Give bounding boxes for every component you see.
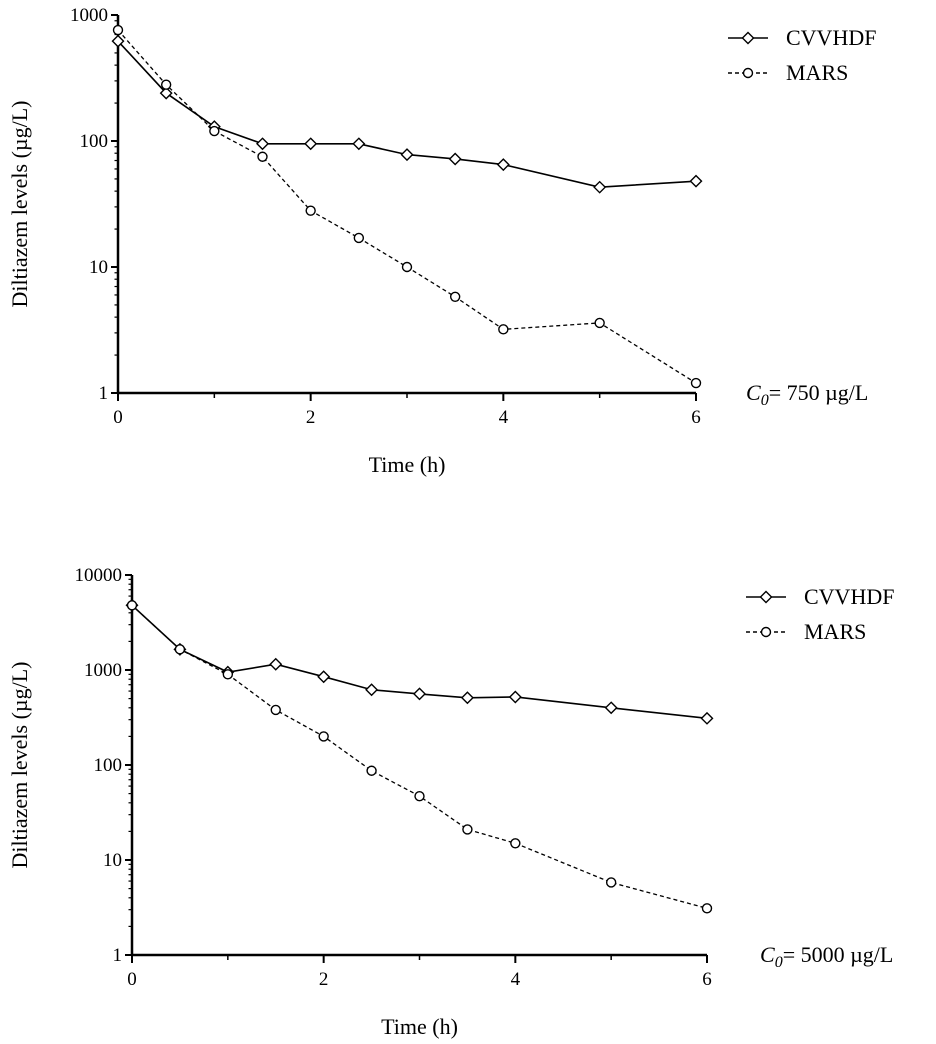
data-point-mars bbox=[366, 765, 377, 776]
data-point-cvvhdf bbox=[593, 180, 607, 194]
data-point-cvvhdf bbox=[269, 657, 283, 671]
data-point-cvvhdf bbox=[689, 174, 703, 188]
concentration-subscript: 0 bbox=[775, 954, 783, 971]
concentration-symbol: C bbox=[760, 942, 775, 967]
data-point-cvvhdf bbox=[448, 152, 462, 166]
data-point-cvvhdf bbox=[413, 687, 426, 701]
data-point-mars bbox=[594, 317, 605, 329]
x-tick-label: 2 bbox=[319, 969, 329, 990]
series-line-mars bbox=[131, 604, 708, 909]
data-point-mars bbox=[160, 79, 172, 90]
data-point-cvvhdf bbox=[496, 158, 510, 172]
x-tick-label: 4 bbox=[499, 407, 509, 428]
concentration-symbol: C bbox=[746, 380, 761, 405]
y-tick-label: 100 bbox=[94, 755, 123, 776]
legend-marker-mars bbox=[742, 67, 754, 79]
x-tick-label: 0 bbox=[127, 969, 137, 990]
y-axis-title: Diltiazem levels (µg/L) bbox=[7, 662, 32, 869]
x-tick-label: 6 bbox=[691, 407, 701, 428]
y-tick-label: 10000 bbox=[75, 565, 123, 586]
x-axis-title: Time (h) bbox=[381, 1014, 458, 1039]
data-point-mars bbox=[353, 232, 365, 244]
data-point-cvvhdf bbox=[700, 711, 714, 725]
data-point-mars bbox=[209, 125, 220, 137]
data-point-mars bbox=[222, 669, 234, 680]
series-cvvhdf bbox=[125, 598, 714, 725]
legend: CVVHDF MARS bbox=[728, 25, 876, 85]
legend: CVVHDF MARS bbox=[746, 584, 894, 644]
data-point-mars bbox=[462, 824, 473, 835]
series-mars bbox=[112, 24, 702, 389]
x-axis-title: Time (h) bbox=[369, 452, 446, 477]
y-tick-label: 1000 bbox=[84, 660, 122, 681]
legend-label-mars: MARS bbox=[804, 619, 866, 644]
data-point-mars bbox=[510, 838, 521, 849]
data-point-mars bbox=[174, 644, 186, 655]
data-point-cvvhdf bbox=[317, 670, 331, 684]
data-point-cvvhdf bbox=[400, 148, 414, 162]
series-line-cvvhdf bbox=[131, 604, 708, 720]
series-cvvhdf bbox=[111, 34, 703, 194]
series-mars bbox=[126, 600, 713, 914]
concentration-subscript: 0 bbox=[761, 392, 769, 409]
y-tick-label: 1 bbox=[113, 945, 123, 966]
chart-panel-2: 1 10 100 1000 10000 0 2 4 6 Time (h) Diltiazem lev… bbox=[7, 565, 894, 1039]
initial-concentration-label: C0= 5000 µg/L bbox=[760, 942, 893, 971]
y-axis-title: Diltiazem levels (µg/L) bbox=[7, 101, 32, 308]
data-point-mars bbox=[112, 24, 124, 36]
data-point-cvvhdf bbox=[304, 137, 318, 151]
concentration-value: = 5000 µg/L bbox=[783, 942, 894, 967]
data-point-mars bbox=[305, 205, 316, 216]
y-tick-label: 1 bbox=[99, 383, 109, 404]
data-point-mars bbox=[270, 704, 281, 716]
data-point-mars bbox=[257, 151, 268, 162]
legend-label-cvvhdf: CVVHDF bbox=[786, 25, 876, 50]
x-tick-label: 4 bbox=[511, 969, 521, 990]
y-tick-label: 10 bbox=[103, 850, 122, 871]
y-tick-label: 10 bbox=[89, 257, 108, 278]
x-tick-label: 6 bbox=[702, 969, 712, 990]
data-point-cvvhdf bbox=[460, 691, 474, 705]
data-point-cvvhdf bbox=[111, 34, 125, 48]
legend-label-mars: MARS bbox=[786, 60, 848, 85]
data-point-mars bbox=[126, 600, 138, 611]
x-tick-label: 0 bbox=[113, 407, 123, 428]
data-point-mars bbox=[414, 790, 425, 802]
legend-marker-cvvhdf bbox=[759, 590, 773, 604]
data-point-mars bbox=[690, 377, 702, 389]
data-point-cvvhdf bbox=[256, 137, 269, 151]
data-point-cvvhdf bbox=[159, 86, 173, 100]
initial-concentration-label: C0= 750 µg/L bbox=[746, 380, 868, 409]
concentration-value: = 750 µg/L bbox=[769, 380, 869, 405]
data-point-mars bbox=[701, 903, 713, 914]
data-point-cvvhdf bbox=[604, 701, 618, 715]
data-point-cvvhdf bbox=[352, 137, 366, 151]
y-tick-label: 100 bbox=[80, 131, 109, 152]
legend-marker-mars bbox=[760, 626, 772, 638]
data-point-mars bbox=[318, 731, 329, 742]
y-tick-label: 1000 bbox=[70, 5, 108, 26]
data-point-mars bbox=[401, 261, 413, 273]
data-point-cvvhdf bbox=[508, 690, 522, 704]
data-point-cvvhdf bbox=[365, 683, 379, 697]
series-line-cvvhdf bbox=[117, 40, 697, 188]
data-point-mars bbox=[449, 291, 461, 303]
x-tick-label: 2 bbox=[306, 407, 316, 428]
legend-label-cvvhdf: CVVHDF bbox=[804, 584, 894, 609]
chart-panel-1: 1 10 100 1000 0 2 4 6 Time (h) Diltiazem levels (… bbox=[7, 5, 876, 477]
data-point-mars bbox=[605, 877, 617, 888]
data-point-mars bbox=[498, 324, 509, 335]
series-line-mars bbox=[117, 29, 697, 384]
legend-marker-cvvhdf bbox=[741, 31, 755, 45]
